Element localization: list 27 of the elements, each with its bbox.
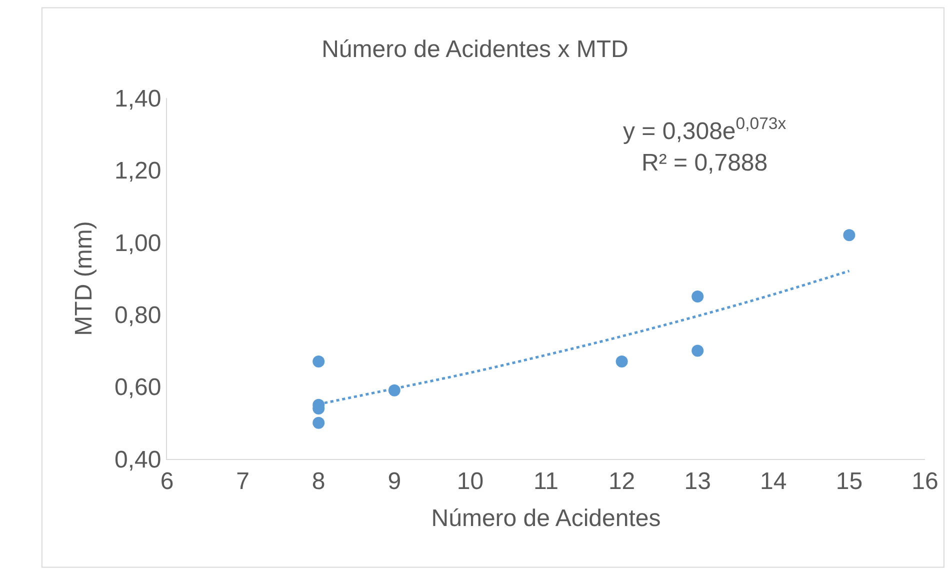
y-axis-title: MTD (mm): [70, 221, 98, 336]
point: [312, 416, 325, 429]
x-tick-label: 14: [760, 468, 787, 495]
point: [843, 229, 856, 242]
point: [616, 356, 628, 368]
x-tick-label: 10: [456, 468, 484, 495]
y-tick-label: 0,80: [114, 302, 162, 329]
y-tick-label: 0,40: [114, 446, 162, 474]
point: [692, 344, 704, 357]
x-axis-title: Número de Acidentes: [431, 505, 661, 532]
x-tick-label: 8: [312, 468, 326, 495]
y-tick-label: 1,40: [114, 85, 162, 112]
x-tick-label: 11: [534, 468, 558, 495]
x-tick-label: 15: [836, 468, 863, 495]
y-tick-label: 1,20: [114, 158, 162, 185]
x-tick-label: 7: [236, 468, 250, 495]
x-tick-label: 12: [608, 468, 636, 495]
y-tick-label: 0,60: [114, 374, 162, 402]
x-tick-label: 13: [684, 468, 711, 495]
point: [692, 290, 704, 303]
x-tick-label: 9: [388, 468, 402, 495]
chart-title: Número de Acidentes x MTD: [322, 36, 628, 64]
annotation: y = 0,308e$^{0,073x}$ R² = 0,7888: [623, 114, 787, 176]
point: [312, 356, 325, 368]
y-tick-label: 1,00: [114, 230, 162, 257]
x-tick-label: 16: [912, 468, 938, 495]
x-tick-label: 6: [160, 468, 174, 495]
